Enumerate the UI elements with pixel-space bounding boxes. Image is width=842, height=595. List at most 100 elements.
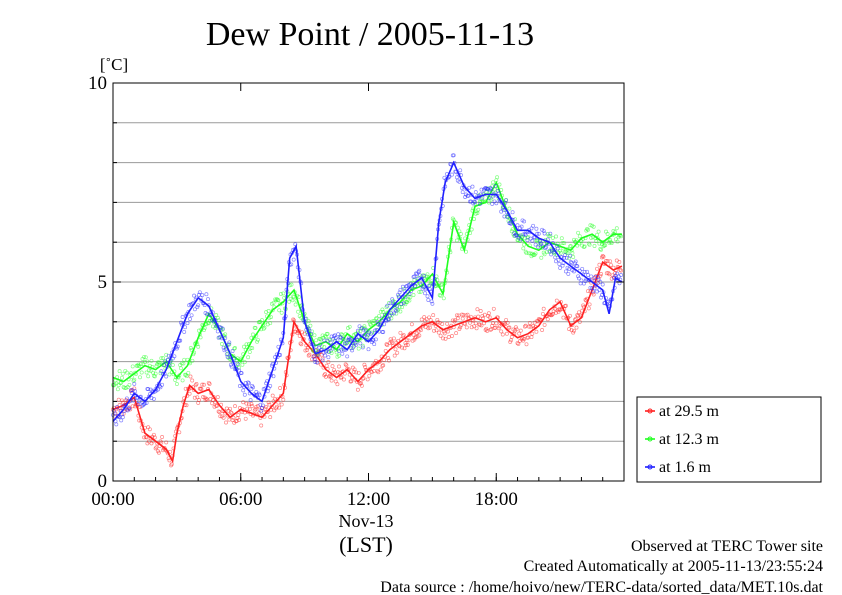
series-1-line: [112, 180, 622, 383]
series-1-dot: [417, 289, 422, 294]
series-2-dot: [500, 206, 505, 211]
series-0-dot: [469, 325, 474, 330]
series-0-dot: [445, 329, 450, 334]
series-1-dot: [278, 302, 283, 307]
series-0-dot: [215, 395, 220, 400]
series-2-dot: [576, 274, 581, 279]
series-1-dot: [184, 374, 189, 379]
series-1-dot: [279, 310, 284, 315]
series-2-dot: [131, 398, 136, 403]
series-1-dot: [242, 360, 247, 365]
series-0-dot: [504, 317, 509, 322]
series-1-dot: [312, 333, 317, 338]
series-0-dot: [604, 259, 608, 263]
series-2-dot: [395, 303, 400, 308]
series-2-dot: [331, 336, 336, 341]
series-2-dot: [189, 313, 194, 318]
series-1-dot: [550, 235, 555, 240]
series-0-dot: [608, 262, 613, 267]
series-2-dot: [517, 233, 522, 238]
series-0-dot: [387, 358, 391, 363]
series-1-dot: [118, 381, 123, 386]
series-2-dot: [615, 271, 620, 276]
series-0-dot: [393, 347, 398, 352]
series-1-dot: [582, 244, 587, 249]
series-2-dot: [536, 244, 540, 249]
series-2-dot: [259, 408, 264, 413]
series-1-dot: [154, 364, 159, 369]
series-0-dot: [359, 383, 364, 388]
series-2-dot: [146, 387, 151, 392]
series-0-dot: [236, 413, 241, 418]
series-2-dot: [533, 242, 538, 247]
series-0-dot: [224, 420, 228, 425]
series-2-dot: [579, 278, 584, 283]
series-0-dot: [500, 332, 505, 337]
series-2-dot: [344, 341, 349, 346]
series-0-dot: [598, 273, 603, 278]
series-1-dot: [179, 366, 183, 371]
series-2-dot: [563, 269, 568, 274]
series-1-dot: [554, 234, 558, 239]
series-2-dot: [369, 331, 373, 336]
x-unit-label: (LST): [339, 532, 393, 557]
series-1-dot: [411, 293, 416, 297]
series-0-dot: [532, 320, 537, 325]
series-2-dot: [172, 354, 177, 359]
series-0-dot: [385, 343, 390, 347]
series-2-dot: [311, 354, 316, 359]
series-0-dot: [436, 330, 441, 335]
series-0-dot: [561, 315, 566, 320]
series-1-dot: [223, 332, 228, 337]
series-2-dot: [513, 232, 518, 237]
series-2-dot: [130, 388, 135, 393]
series-0-dot: [527, 324, 531, 329]
series-0-dot: [194, 382, 199, 386]
series-0-dot: [468, 314, 473, 319]
series-2-dot: [553, 255, 558, 260]
series-1-dot: [567, 256, 572, 261]
series-0-dot: [277, 405, 282, 410]
series-1-dot: [358, 329, 363, 334]
series-0-dot: [276, 400, 281, 405]
series-1-dot: [475, 211, 480, 216]
series-1-dot: [568, 244, 572, 249]
series-0-dot: [329, 378, 334, 383]
series-1-dot: [407, 298, 412, 303]
series-0-dot: [479, 323, 484, 328]
series-2-dot: [337, 334, 342, 339]
series-1-dot: [509, 229, 514, 234]
series-0-dot: [496, 326, 501, 331]
series-1-dot: [491, 180, 495, 185]
series-0-dot: [266, 400, 271, 405]
series-2-dot: [323, 353, 328, 358]
series-0-dot: [529, 335, 534, 340]
series-0-dot: [162, 446, 167, 450]
series-0-dot: [332, 367, 337, 372]
series-0-dot: [142, 435, 147, 440]
series-2-dot: [387, 317, 391, 322]
series-0-dot: [431, 313, 436, 318]
series-1-dot: [160, 362, 165, 367]
series-2-dot: [557, 262, 562, 266]
series-0-dot: [245, 406, 250, 411]
series-2-dot: [364, 328, 368, 333]
series-1-dot: [595, 236, 600, 241]
series-2-dot: [510, 210, 515, 215]
series-1-dot: [347, 324, 352, 329]
series-1-dot: [310, 329, 314, 334]
series-1-dot: [132, 377, 137, 382]
series-0-dot: [195, 395, 200, 400]
series-2-dot: [326, 355, 331, 360]
series-1-dot: [142, 354, 147, 359]
series-0-dot: [406, 338, 411, 343]
series-1-dot: [250, 346, 255, 351]
series-0-dot: [298, 341, 303, 346]
series-0-dot: [376, 370, 381, 375]
series-2-dot: [366, 347, 371, 352]
series-1-dot: [215, 315, 220, 320]
series-1-dot: [117, 369, 122, 374]
series-0-dot: [229, 411, 234, 416]
series-2-dot: [418, 282, 423, 287]
